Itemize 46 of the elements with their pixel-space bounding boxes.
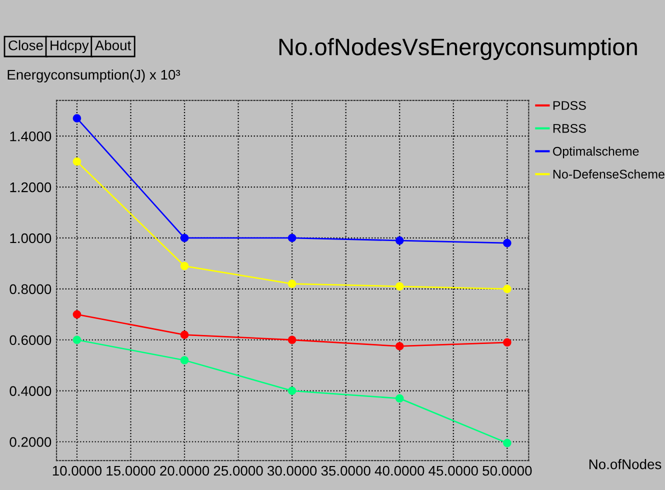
y-tick-label: 0.8000 bbox=[10, 284, 52, 294]
point bbox=[395, 394, 404, 403]
point bbox=[72, 310, 82, 319]
y-tick-label: 0.4000 bbox=[10, 386, 52, 396]
x-tick-label: 40.0000 bbox=[374, 466, 424, 476]
y-tick-label: 1.2000 bbox=[10, 182, 52, 192]
y-tick-label: 1.0000 bbox=[10, 233, 52, 244]
y-tick-label: 0.2000 bbox=[10, 437, 52, 447]
point bbox=[288, 336, 296, 344]
legend-label: PDSS bbox=[553, 101, 586, 110]
text: Hdcpy bbox=[50, 40, 89, 54]
point bbox=[180, 330, 189, 339]
point bbox=[503, 338, 512, 347]
legend-label: No-DefenseScheme bbox=[553, 169, 664, 179]
x-tick-label: 10.0000 bbox=[52, 466, 102, 476]
x-tick-label: 15.0000 bbox=[106, 466, 156, 476]
legend-label: RBSS bbox=[553, 124, 586, 133]
point bbox=[288, 386, 296, 395]
y-axis-title: Energyconsumption(J) x 10³ bbox=[8, 69, 180, 82]
point bbox=[72, 114, 82, 122]
x-tick-label: 30.0000 bbox=[267, 466, 317, 476]
point bbox=[503, 438, 512, 448]
point bbox=[180, 262, 189, 270]
point bbox=[72, 157, 82, 166]
point bbox=[180, 356, 189, 364]
point bbox=[395, 282, 404, 291]
y-tick-label: 1.4000 bbox=[10, 131, 52, 142]
point bbox=[180, 234, 189, 242]
x-tick-label: 50.0000 bbox=[482, 466, 532, 476]
text: Close bbox=[8, 40, 43, 50]
point bbox=[503, 284, 512, 294]
point bbox=[503, 238, 512, 248]
point bbox=[395, 342, 404, 350]
x-tick-label: 35.0000 bbox=[321, 466, 370, 476]
y-tick-label: 0.6000 bbox=[10, 335, 52, 346]
x-axis-title: No.ofNodes bbox=[589, 459, 662, 470]
point bbox=[288, 280, 296, 288]
chart-title: No.ofNodesVsEnergyconsumption bbox=[279, 38, 637, 60]
point bbox=[72, 336, 82, 344]
x-tick-label: 20.0000 bbox=[160, 466, 210, 476]
text: About bbox=[94, 40, 132, 50]
x-tick-label: 25.0000 bbox=[214, 466, 263, 476]
x-tick-label: 45.0000 bbox=[428, 466, 478, 476]
point bbox=[395, 236, 404, 245]
legend-label: Optimalscheme bbox=[553, 146, 639, 158]
point bbox=[288, 234, 296, 242]
